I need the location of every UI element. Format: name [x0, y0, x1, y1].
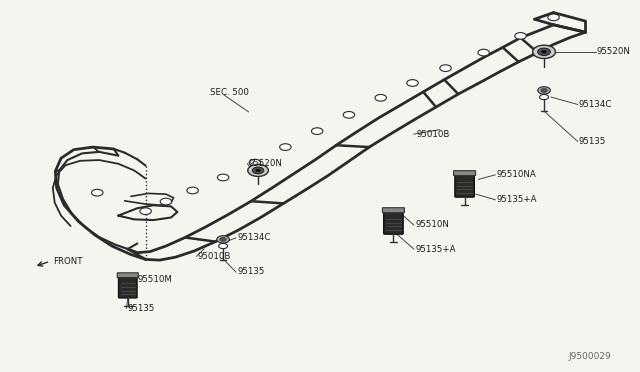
Circle shape [92, 189, 103, 196]
Text: 95510N: 95510N [415, 221, 449, 230]
Circle shape [478, 49, 490, 56]
Text: 95135: 95135 [579, 137, 606, 146]
Circle shape [541, 50, 547, 53]
Circle shape [218, 174, 229, 181]
Circle shape [280, 144, 291, 150]
Text: SEC. 500: SEC. 500 [211, 88, 250, 97]
Circle shape [312, 128, 323, 135]
FancyBboxPatch shape [384, 212, 403, 234]
Text: 95010B: 95010B [417, 129, 451, 139]
Text: 95510M: 95510M [138, 275, 172, 284]
Circle shape [252, 167, 264, 174]
Circle shape [548, 14, 559, 21]
FancyBboxPatch shape [454, 171, 476, 176]
Circle shape [540, 94, 548, 100]
Circle shape [248, 164, 268, 176]
Circle shape [160, 198, 172, 205]
Text: 95520N: 95520N [248, 159, 282, 168]
Circle shape [217, 235, 230, 243]
Circle shape [541, 89, 547, 92]
FancyBboxPatch shape [117, 273, 138, 278]
Text: FRONT: FRONT [53, 257, 83, 266]
Circle shape [375, 94, 387, 101]
Text: 95134C: 95134C [579, 100, 612, 109]
Text: J9500029: J9500029 [568, 352, 611, 361]
Text: 95135+A: 95135+A [497, 195, 537, 204]
FancyBboxPatch shape [455, 174, 474, 197]
Circle shape [343, 112, 355, 118]
Circle shape [515, 33, 526, 39]
Circle shape [538, 87, 550, 94]
Text: 95010B: 95010B [198, 252, 231, 261]
Circle shape [256, 169, 260, 172]
Text: 95134C: 95134C [237, 233, 271, 243]
Text: 95135: 95135 [128, 304, 155, 313]
Text: 95510NA: 95510NA [497, 170, 536, 179]
Text: 95520N: 95520N [596, 47, 630, 56]
Circle shape [187, 187, 198, 194]
Circle shape [538, 48, 550, 55]
FancyBboxPatch shape [383, 208, 404, 213]
Text: 95135: 95135 [237, 267, 264, 276]
Circle shape [220, 237, 227, 241]
Circle shape [219, 243, 228, 248]
Circle shape [532, 45, 556, 58]
Text: 95135+A: 95135+A [415, 244, 456, 253]
Circle shape [407, 80, 418, 86]
Circle shape [440, 65, 451, 71]
Circle shape [140, 208, 151, 215]
FancyBboxPatch shape [118, 276, 137, 298]
Circle shape [249, 159, 260, 166]
